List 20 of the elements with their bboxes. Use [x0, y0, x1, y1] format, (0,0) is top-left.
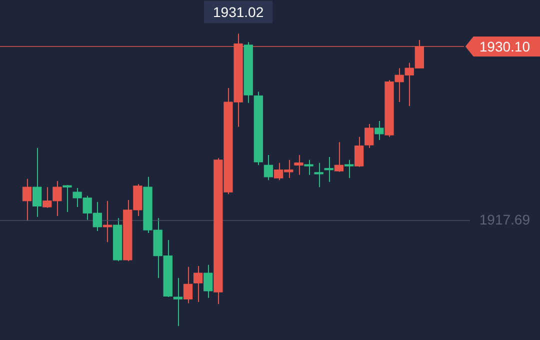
- candlestick: [173, 278, 183, 326]
- annotation: 1931.02: [213, 4, 264, 20]
- candlestick: [204, 264, 213, 298]
- candlestick: [22, 178, 32, 222]
- candlestick: [294, 154, 304, 176]
- candlestick: [364, 123, 374, 148]
- candlestick: [344, 159, 354, 179]
- candlestick: [62, 184, 72, 212]
- text: 1917.69: [479, 212, 530, 228]
- candlestick: [354, 136, 364, 168]
- candlestick: [374, 120, 384, 141]
- candlestick: [324, 156, 334, 182]
- candlestick: [304, 159, 314, 176]
- candlestick: [193, 266, 203, 303]
- candlestick: [334, 142, 344, 172]
- candlestick: [183, 266, 193, 304]
- candlestick: [32, 147, 42, 218]
- candlestick: [264, 154, 274, 181]
- candlestick: [314, 162, 324, 188]
- text: 1930.10: [479, 38, 530, 54]
